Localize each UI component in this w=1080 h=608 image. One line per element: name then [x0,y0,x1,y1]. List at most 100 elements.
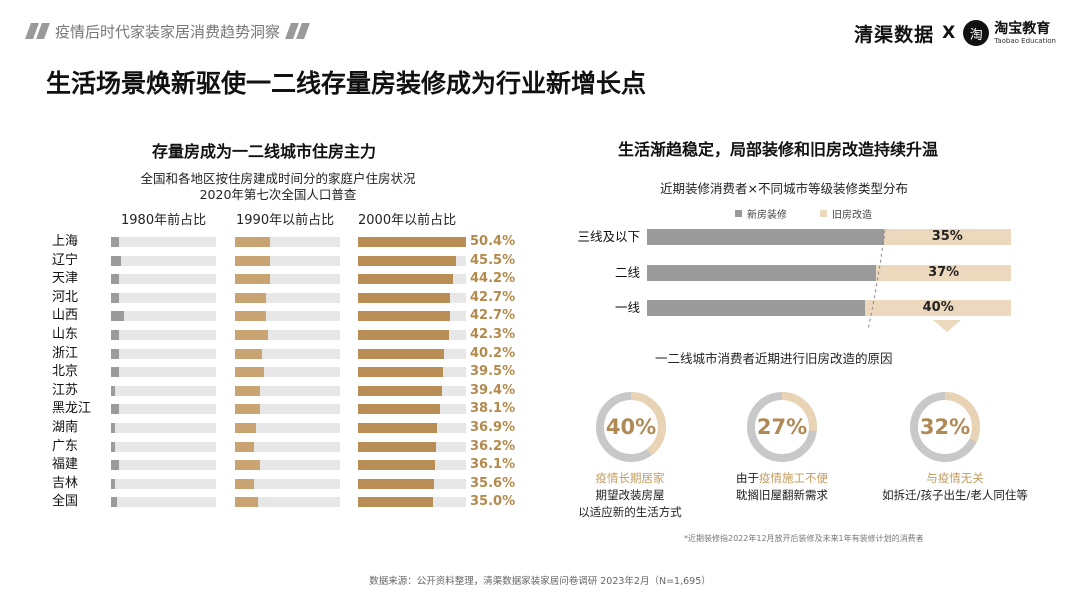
bar-value-label: 36.2% [470,438,516,454]
donut-value-arc [910,392,980,462]
donut-svg [747,392,817,462]
brand-logos: 清渠数据 X 淘 淘宝教育 Taobao Education [854,18,1056,48]
bar-track [111,292,216,303]
bar-old-value-label: 40% [922,300,954,315]
donut-1-caption-accent: 疫情长期居家 [595,471,665,485]
bar-2000 [358,311,450,322]
stacked-category-label: 三线及以下 [577,229,640,244]
donut-percent-label: 27% [756,415,808,439]
bar-track [358,460,466,471]
bar-2000 [358,292,450,303]
bar-track [358,385,466,396]
bar-track [358,255,466,266]
bar-track [358,478,466,489]
city-row: 辽宁 45.5% [0,252,540,270]
bar-old-house [876,265,1011,281]
bar-1990 [235,330,269,340]
reason-title: 一二线城市消费者近期进行旧房改造的原因 [655,351,893,366]
city-row: 上海 50.4% [0,233,540,251]
bar-track [235,385,340,396]
donut-3-caption: 与疫情无关 如拆迁/孩子出生/老人同住等 [870,470,1040,504]
bar-1990 [235,367,265,378]
bar-2000 [358,255,456,266]
bar-1980 [111,311,124,322]
bar-value-label: 36.1% [470,457,516,473]
stripe-decoration [36,23,50,39]
bar-1980 [111,478,116,489]
bar-1980 [111,237,120,247]
bar-track [111,423,216,433]
city-label: 黑龙江 [52,401,92,417]
bar-track [358,441,466,452]
stacked-category-label: 一线 [614,300,640,315]
brand-taobao: 淘宝教育 Taobao Education [994,22,1056,45]
bar-1990 [235,423,256,433]
bar-track [358,311,466,322]
bar-old-value-label: 35% [931,229,963,244]
bar-value-label: 42.3% [470,327,516,342]
city-label: 福建 [52,457,79,473]
city-row: 黑龙江 38.1% [0,400,540,418]
brand-x: X [942,23,956,43]
column-header-2000: 2000年以前占比 [358,213,457,228]
page-title: 生活场景焕新驱使一二线存量房装修成为行业新增长点 [46,69,647,98]
legend-new: 新房装修 [735,206,787,221]
bar-1990 [235,255,271,266]
bar-track [111,348,216,359]
bar-2000 [358,348,445,359]
donut-2-caption-line2: 耽搁旧屋翻新需求 [736,488,828,502]
bar-value-label: 42.7% [470,308,516,324]
bar-1990 [235,460,260,471]
bar-value-label: 40.2% [470,345,516,361]
city-row: 天津 44.2% [0,270,540,288]
city-row: 全国 35.0% [0,493,540,511]
bar-track [111,274,216,285]
data-source: 数据来源：公开资料整理，清渠数据家装家居问卷调研 2023年2月（N=1,695… [369,576,711,587]
bar-value-label: 42.7% [470,289,516,305]
city-row: 北京 39.5% [0,363,540,381]
bar-track [235,292,340,303]
bar-2000 [358,385,443,396]
legend-old: 旧房改造 [820,206,872,221]
bar-track [235,478,340,489]
bar-2000 [358,274,453,285]
city-label: 北京 [52,364,79,380]
bar-1990 [235,274,271,285]
bar-1990 [235,497,258,508]
donut-svg [596,392,666,462]
donut-2-caption-accent: 疫情施工不便 [759,471,828,485]
city-row: 山东 42.3% [0,326,540,344]
city-label: 天津 [52,271,79,287]
bar-1980 [111,348,120,359]
city-label: 广东 [52,438,79,454]
bar-track [111,255,216,266]
legend-old-label: 旧房改造 [832,210,872,221]
bar-1990 [235,404,260,415]
bar-2000 [358,330,449,340]
donut-3-caption-line2: 如拆迁/孩子出生/老人同住等 [882,488,1028,502]
bar-value-label: 35.0% [470,494,516,510]
bar-track [358,237,466,247]
bar-track [358,423,466,433]
bar-1980 [111,460,120,471]
bar-1990 [235,348,263,359]
donut-percent-label: 40% [605,415,657,439]
bar-1980 [111,385,116,396]
bar-track [358,348,466,359]
donut-value-arc [747,392,817,462]
bar-2000 [358,367,443,378]
left-section-title: 存量房成为一二线城市住房主力 [152,142,377,161]
city-label: 辽宁 [52,252,79,268]
header-tag: 疫情后时代家装家居消费趋势洞察 [25,20,310,42]
bar-track [111,497,216,508]
city-row: 湖南 36.9% [0,419,540,437]
bar-track [235,330,340,340]
city-label: 湖南 [52,420,79,435]
city-label: 江苏 [52,382,79,398]
bar-1990 [235,237,271,247]
donut-value-arc [596,392,666,462]
bar-value-label: 35.6% [470,475,516,491]
city-row: 福建 36.1% [0,456,540,474]
taobao-logo-icon: 淘 [963,20,990,46]
bar-track [111,311,216,322]
